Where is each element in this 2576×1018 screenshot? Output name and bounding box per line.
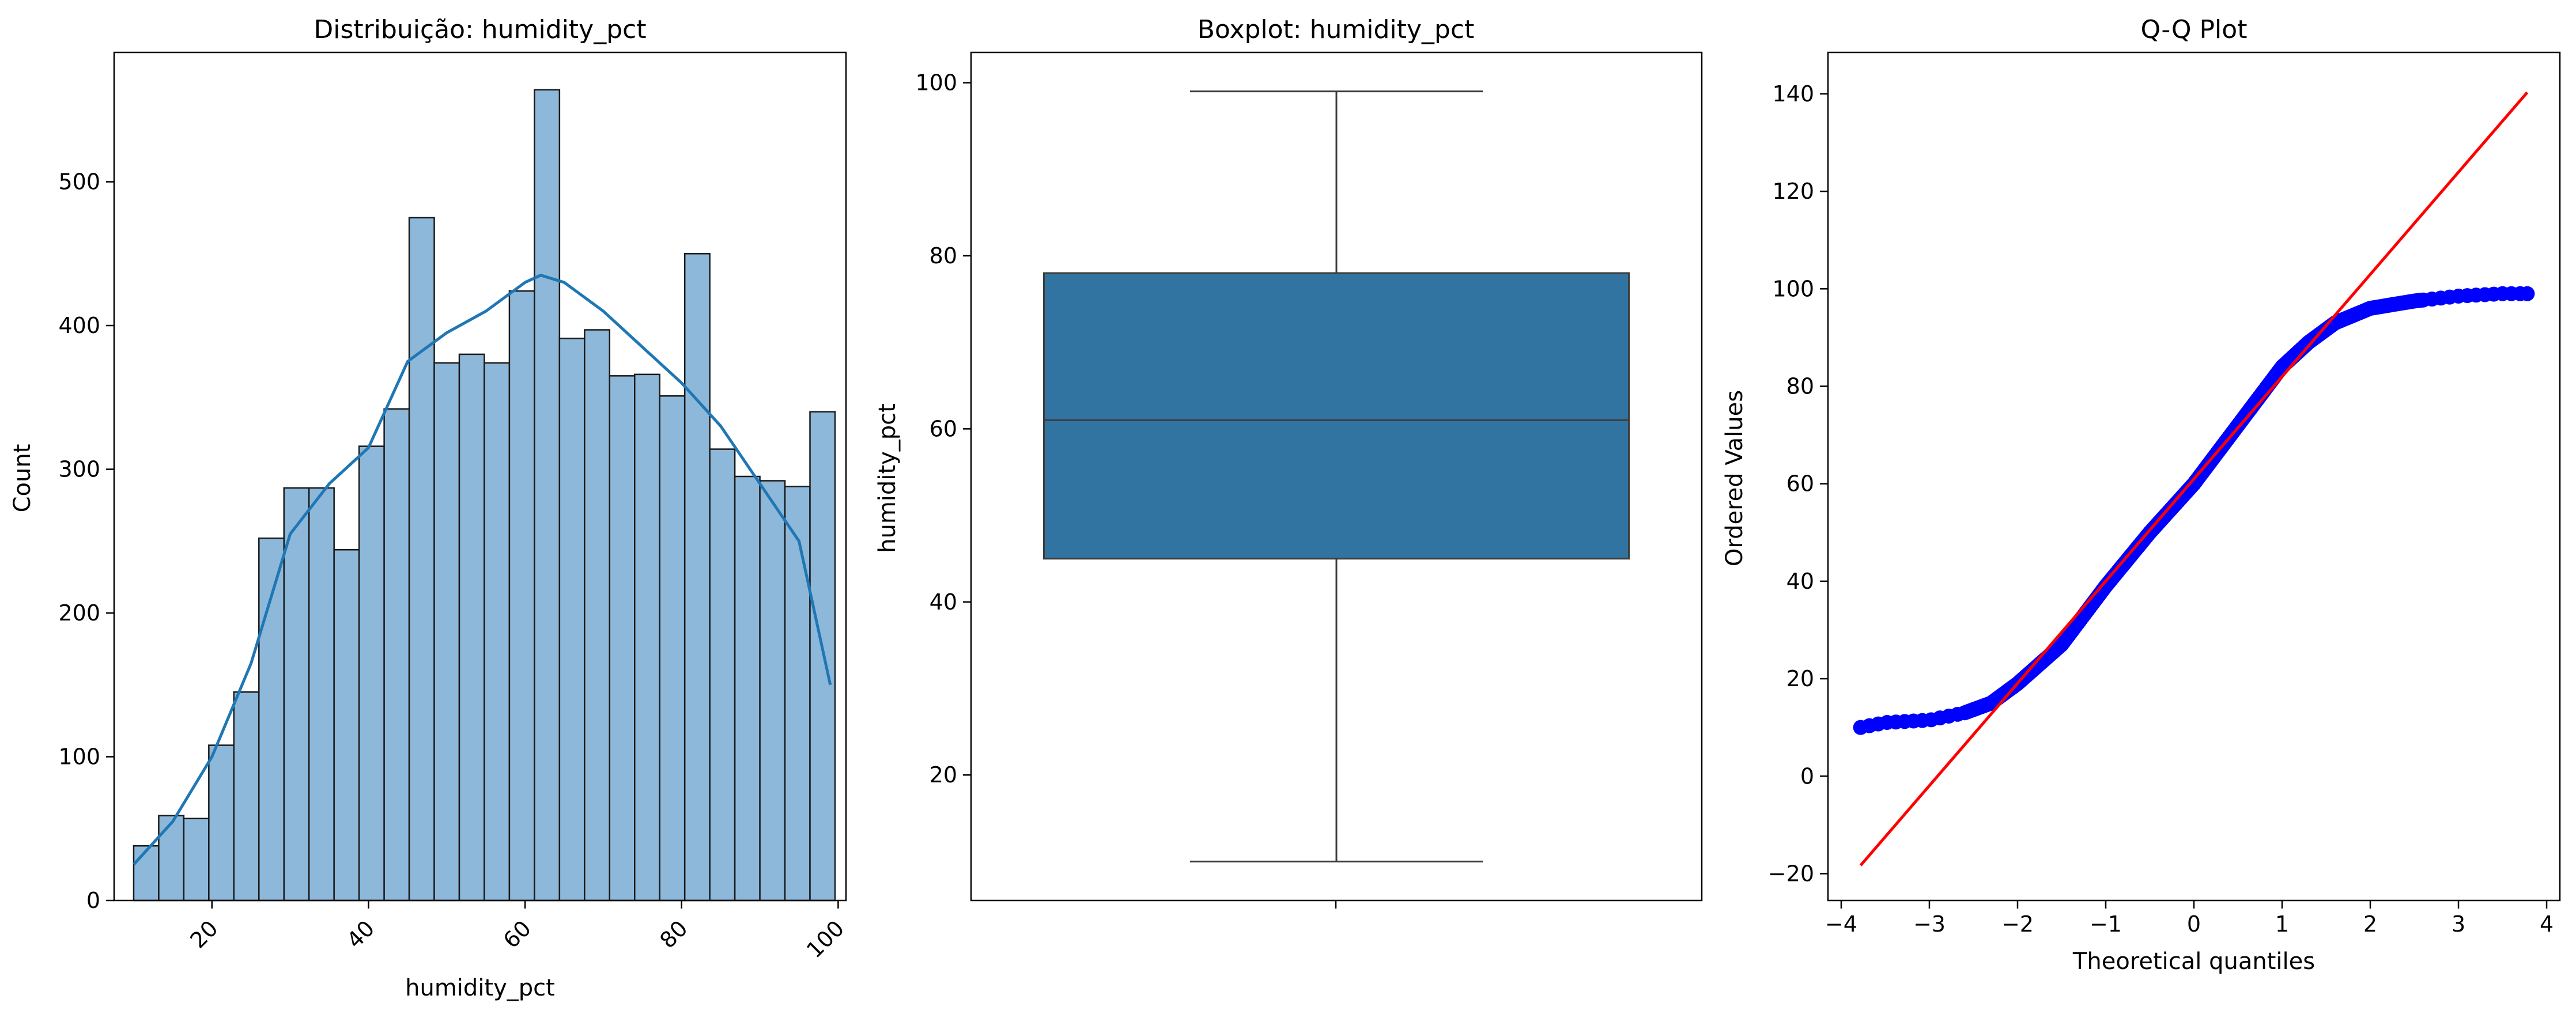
histogram-bar [534, 89, 561, 902]
qq-x-tick-label: −4 [1825, 911, 1857, 937]
histogram-bar [308, 487, 335, 902]
histogram-bar [683, 253, 711, 902]
qq-y-tick-label: 40 [1786, 569, 1814, 594]
boxplot-y-ticks: 20 40 60 80 100 [915, 70, 971, 788]
qq-y-tick-label: 120 [1772, 179, 1814, 204]
histogram-bar [158, 815, 185, 902]
boxplot-y-tick-label: 20 [930, 762, 957, 788]
histogram-bar [734, 475, 761, 902]
qq-y-tick-label: 0 [1800, 763, 1814, 789]
histogram-bar [659, 395, 686, 902]
histogram-y-tick-label: 300 [58, 457, 100, 482]
histogram-bar [809, 411, 836, 902]
histogram-bar [183, 818, 210, 902]
qq-x-tick-label: −3 [1913, 911, 1946, 937]
qq-y-tick-label: 140 [1772, 81, 1814, 107]
histogram-y-tick-label: 100 [58, 744, 100, 770]
kde-line [133, 274, 832, 866]
qq-ylabel: Ordered Values [1721, 390, 1748, 566]
qq-panel: Q-Q Plot Theoretical quantiles Ordered V… [1721, 15, 2561, 975]
histogram-bar [508, 290, 535, 902]
histogram-bar [358, 445, 385, 902]
qq-x-tick-label: 0 [2187, 911, 2201, 937]
qq-title: Q-Q Plot [2141, 15, 2248, 44]
qq-x-ticks: −4 −3 −2 −1 0 1 2 3 4 [1825, 900, 2554, 937]
qq-x-tick-label: 2 [2363, 911, 2377, 937]
histogram-bar [558, 338, 586, 902]
qq-x-tick-label: 1 [2275, 911, 2289, 937]
qq-y-tick-label: 80 [1786, 373, 1814, 399]
histogram-panel: Distribuição: humidity_pct humidity_pct … [9, 15, 849, 1001]
histogram-bar [709, 448, 736, 902]
histogram-ylabel: Count [9, 444, 36, 513]
histogram-bar [634, 373, 660, 902]
boxplot-panel: Boxplot: humidity_pct humidity_pct 20 40 6… [874, 15, 1703, 909]
histogram-y-ticks: 0 100 200 300 400 500 [58, 169, 114, 913]
boxplot-y-tick-label: 40 [930, 589, 957, 615]
histogram-bar [784, 486, 811, 902]
boxplot-elements [1043, 90, 1630, 862]
boxplot-ylabel: humidity_pct [874, 403, 901, 553]
histogram-bar [484, 362, 511, 902]
histogram-y-tick-label: 0 [86, 888, 100, 913]
qq-x-tick-label: −1 [2090, 911, 2122, 937]
qq-x-tick-label: −2 [2001, 911, 2034, 937]
qq-xlabel: Theoretical quantiles [2072, 948, 2315, 975]
qq-y-tick-label: 60 [1786, 471, 1814, 497]
boxplot-y-tick-label: 80 [930, 243, 957, 268]
histogram-bar [433, 362, 460, 902]
histogram-bar [333, 548, 360, 902]
histogram-axes-frame [113, 51, 847, 902]
qq-y-ticks: −20 0 20 40 60 80 100 120 140 [1768, 81, 1828, 886]
histogram-bars [133, 89, 836, 902]
histogram-bar [458, 353, 485, 902]
histogram-bar [283, 487, 310, 902]
boxplot-box [1043, 272, 1630, 560]
boxplot-y-tick-label: 60 [930, 416, 957, 441]
histogram-bar [233, 691, 260, 902]
histogram-y-tick-label: 400 [58, 313, 100, 338]
qq-y-tick-label: −20 [1768, 861, 1814, 886]
qq-y-tick-label: 100 [1772, 276, 1814, 301]
histogram-bar [408, 217, 435, 902]
qq-point [2520, 286, 2535, 301]
histogram-bar [759, 480, 786, 902]
histogram-xlabel: humidity_pct [405, 975, 555, 1001]
histogram-bar [208, 744, 235, 902]
histogram-bar [609, 375, 636, 902]
qq-x-tick-label: 3 [2452, 911, 2465, 937]
histogram-title: Distribuição: humidity_pct [313, 15, 646, 44]
qq-axes-frame [1827, 51, 2561, 902]
histogram-y-tick-label: 200 [58, 600, 100, 626]
histogram-bar [133, 845, 160, 902]
boxplot-axes-frame [970, 51, 1703, 902]
histogram-y-tick-label: 500 [58, 169, 100, 195]
histogram-bar [383, 408, 410, 902]
boxplot-y-tick-label: 100 [915, 70, 957, 96]
qq-x-tick-label: 4 [2540, 911, 2554, 937]
qq-fit-line [1859, 91, 2529, 866]
qq-y-tick-label: 20 [1786, 666, 1814, 691]
histogram-bar [584, 329, 611, 902]
boxplot-title: Boxplot: humidity_pct [1198, 15, 1475, 44]
